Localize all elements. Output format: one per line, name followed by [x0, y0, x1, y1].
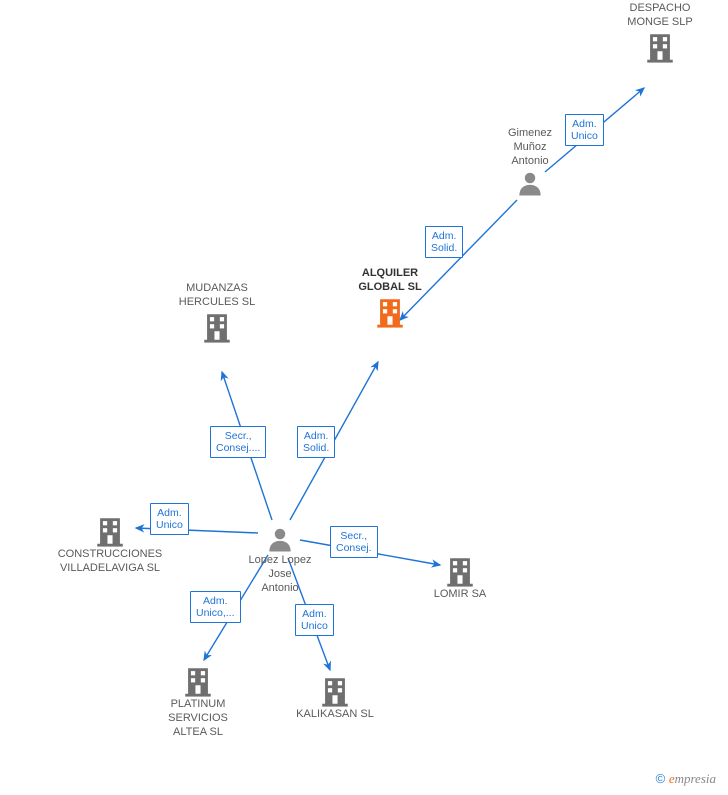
- node-despacho: DESPACHO MONGE SLP: [600, 2, 720, 66]
- building-icon: [157, 310, 277, 344]
- building-icon: [400, 554, 520, 588]
- edge-label: Adm. Unico: [565, 114, 604, 146]
- copyright-symbol: ©: [656, 771, 666, 786]
- person-icon: [220, 524, 340, 554]
- node-lomir: LOMIR SA: [400, 552, 520, 602]
- footer-brand: © empresia: [656, 771, 716, 787]
- node-label: Lopez Lopez Jose Antonio: [220, 554, 340, 595]
- node-label: CONSTRUCCIONES VILLADELAVIGA SL: [50, 548, 170, 576]
- edge-label: Adm. Unico: [150, 503, 189, 535]
- node-label: LOMIR SA: [400, 588, 520, 602]
- network-diagram: DESPACHO MONGE SLPGimenez Muñoz AntonioA…: [0, 0, 728, 795]
- node-kalikasan: KALIKASAN SL: [275, 672, 395, 722]
- node-label: DESPACHO MONGE SLP: [600, 2, 720, 30]
- edge-label: Adm. Solid.: [425, 226, 463, 258]
- edge-label: Secr., Consej....: [210, 426, 266, 458]
- edge-label: Adm. Unico,...: [190, 591, 241, 623]
- edge-label: Adm. Solid.: [297, 426, 335, 458]
- node-label: KALIKASAN SL: [275, 708, 395, 722]
- brand-rest: mpresia: [675, 771, 716, 786]
- node-platinum: PLATINUM SERVICIOS ALTEA SL: [138, 662, 258, 739]
- node-alquiler: ALQUILER GLOBAL SL: [330, 267, 450, 331]
- node-mudanzas: MUDANZAS HERCULES SL: [157, 282, 277, 346]
- node-label: MUDANZAS HERCULES SL: [157, 282, 277, 310]
- edge-label: Secr., Consej.: [330, 526, 378, 558]
- building-icon: [330, 295, 450, 329]
- node-lopez: Lopez Lopez Jose Antonio: [220, 522, 340, 595]
- person-icon: [470, 168, 590, 198]
- node-label: ALQUILER GLOBAL SL: [330, 267, 450, 295]
- building-icon: [600, 30, 720, 64]
- building-icon: [275, 674, 395, 708]
- edge-label: Adm. Unico: [295, 604, 334, 636]
- building-icon: [138, 664, 258, 698]
- node-label: PLATINUM SERVICIOS ALTEA SL: [138, 698, 258, 739]
